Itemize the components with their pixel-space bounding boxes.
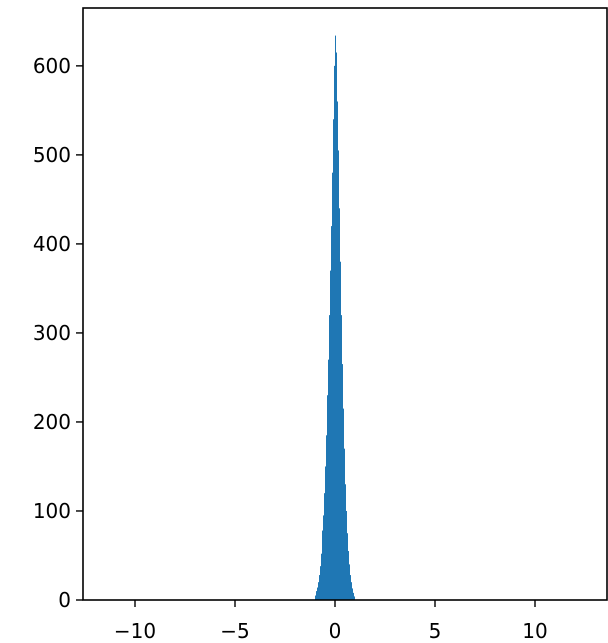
histogram-bar bbox=[317, 587, 318, 600]
histogram-bar bbox=[322, 530, 323, 600]
histogram-bar bbox=[333, 119, 334, 600]
histogram-bar bbox=[325, 466, 326, 600]
y-axis-ticks: 0 100 200 300 400 500 600 bbox=[33, 54, 83, 612]
histogram-bar bbox=[328, 359, 329, 600]
y-tick-label: 100 bbox=[33, 499, 71, 523]
histogram-bar bbox=[336, 52, 337, 600]
x-tick-label: 5 bbox=[429, 619, 442, 643]
histogram-bar bbox=[327, 395, 328, 600]
x-tick-label: 10 bbox=[522, 619, 547, 643]
y-tick-label: 400 bbox=[33, 232, 71, 256]
histogram-bar bbox=[335, 35, 336, 601]
histogram-bar bbox=[315, 595, 316, 600]
histogram-bar bbox=[319, 575, 320, 600]
y-tick-label: 0 bbox=[58, 588, 71, 612]
histogram-bar bbox=[324, 493, 325, 600]
histogram-bar bbox=[353, 592, 354, 600]
histogram-bar bbox=[340, 261, 341, 600]
plot-frame bbox=[82, 7, 608, 601]
histogram-bar bbox=[348, 551, 349, 600]
histogram-bar bbox=[339, 208, 340, 600]
histogram-bar bbox=[323, 515, 324, 600]
y-tick-label: 200 bbox=[33, 410, 71, 434]
histogram-bar bbox=[332, 172, 333, 601]
histogram-bar bbox=[320, 566, 321, 600]
histogram-bar bbox=[347, 533, 348, 600]
histogram-bar bbox=[345, 484, 346, 600]
histogram-bar bbox=[316, 591, 317, 600]
histogram-bar bbox=[343, 408, 344, 600]
x-axis-ticks: −10 −5 0 5 10 bbox=[114, 600, 548, 643]
histogram-bar bbox=[349, 564, 350, 600]
histogram-bar bbox=[338, 150, 339, 600]
x-tick-label: 0 bbox=[329, 619, 342, 643]
histogram-bar bbox=[354, 596, 355, 600]
histogram-bar bbox=[329, 315, 330, 600]
histogram-bar bbox=[331, 226, 332, 600]
y-tick-label: 600 bbox=[33, 54, 71, 78]
histogram-bar bbox=[352, 588, 353, 600]
histogram-bar bbox=[342, 364, 343, 600]
histogram-bar bbox=[351, 582, 352, 600]
histogram-bar bbox=[346, 510, 347, 600]
histogram-bar bbox=[318, 582, 319, 600]
histogram-bars bbox=[315, 35, 355, 601]
histogram-bar bbox=[326, 435, 327, 600]
y-tick-label: 300 bbox=[33, 321, 71, 345]
histogram-bar bbox=[337, 101, 338, 600]
x-tick-label: −5 bbox=[220, 619, 249, 643]
histogram-bar bbox=[344, 448, 345, 600]
histogram-bar bbox=[330, 270, 331, 600]
histogram-bar bbox=[321, 553, 322, 600]
histogram-bar bbox=[341, 315, 342, 600]
x-tick-label: −10 bbox=[114, 619, 156, 643]
y-tick-label: 500 bbox=[33, 143, 71, 167]
histogram-bar bbox=[350, 575, 351, 600]
histogram-bar bbox=[334, 65, 335, 600]
